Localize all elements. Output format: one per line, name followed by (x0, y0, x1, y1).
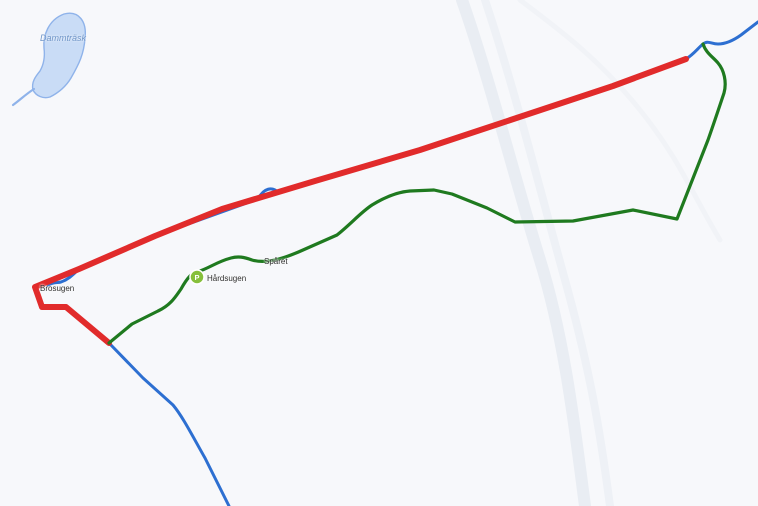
trail-label: Spåret (264, 257, 288, 266)
green-route (107, 42, 727, 345)
water-label: Dammträsk (40, 33, 87, 43)
poi-marker[interactable]: P (189, 269, 205, 285)
faint-road-1 (456, 0, 591, 506)
red-route (32, 56, 689, 346)
stream-line (11, 87, 36, 107)
faint-road-3 (517, 0, 723, 243)
faint-road-2 (481, 0, 614, 506)
lake-polygon (31, 12, 86, 99)
blue-route-south (107, 341, 231, 506)
poi-label: Hårdsugen (207, 274, 247, 283)
svg-text:P: P (194, 273, 199, 282)
left-label: Brosugen (40, 284, 75, 293)
